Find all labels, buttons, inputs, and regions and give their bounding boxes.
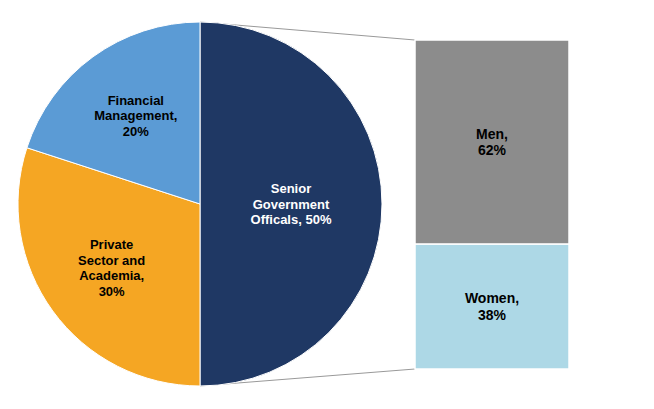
pie-labels: SeniorGovernmentOfficals, 50% PrivateSect… <box>78 93 332 300</box>
bar-labels: Men,62% Women,38% <box>465 126 519 323</box>
pie-label: FinancialManagement,20% <box>94 93 177 139</box>
bar-label: Men,62% <box>476 126 508 159</box>
connectors <box>200 22 415 386</box>
bar-segment <box>415 244 569 369</box>
bar-label: Women,38% <box>465 290 519 323</box>
pie <box>18 22 382 386</box>
pie-slice <box>200 22 382 386</box>
pie-label: PrivateSector andAcademia,30% <box>78 237 145 299</box>
pie-label: SeniorGovernmentOfficals, 50% <box>251 181 332 227</box>
stacked-bar <box>415 40 569 369</box>
bar-segment <box>415 40 569 244</box>
chart: SeniorGovernmentOfficals, 50% PrivateSect… <box>0 0 654 409</box>
pie-slice <box>27 22 200 204</box>
